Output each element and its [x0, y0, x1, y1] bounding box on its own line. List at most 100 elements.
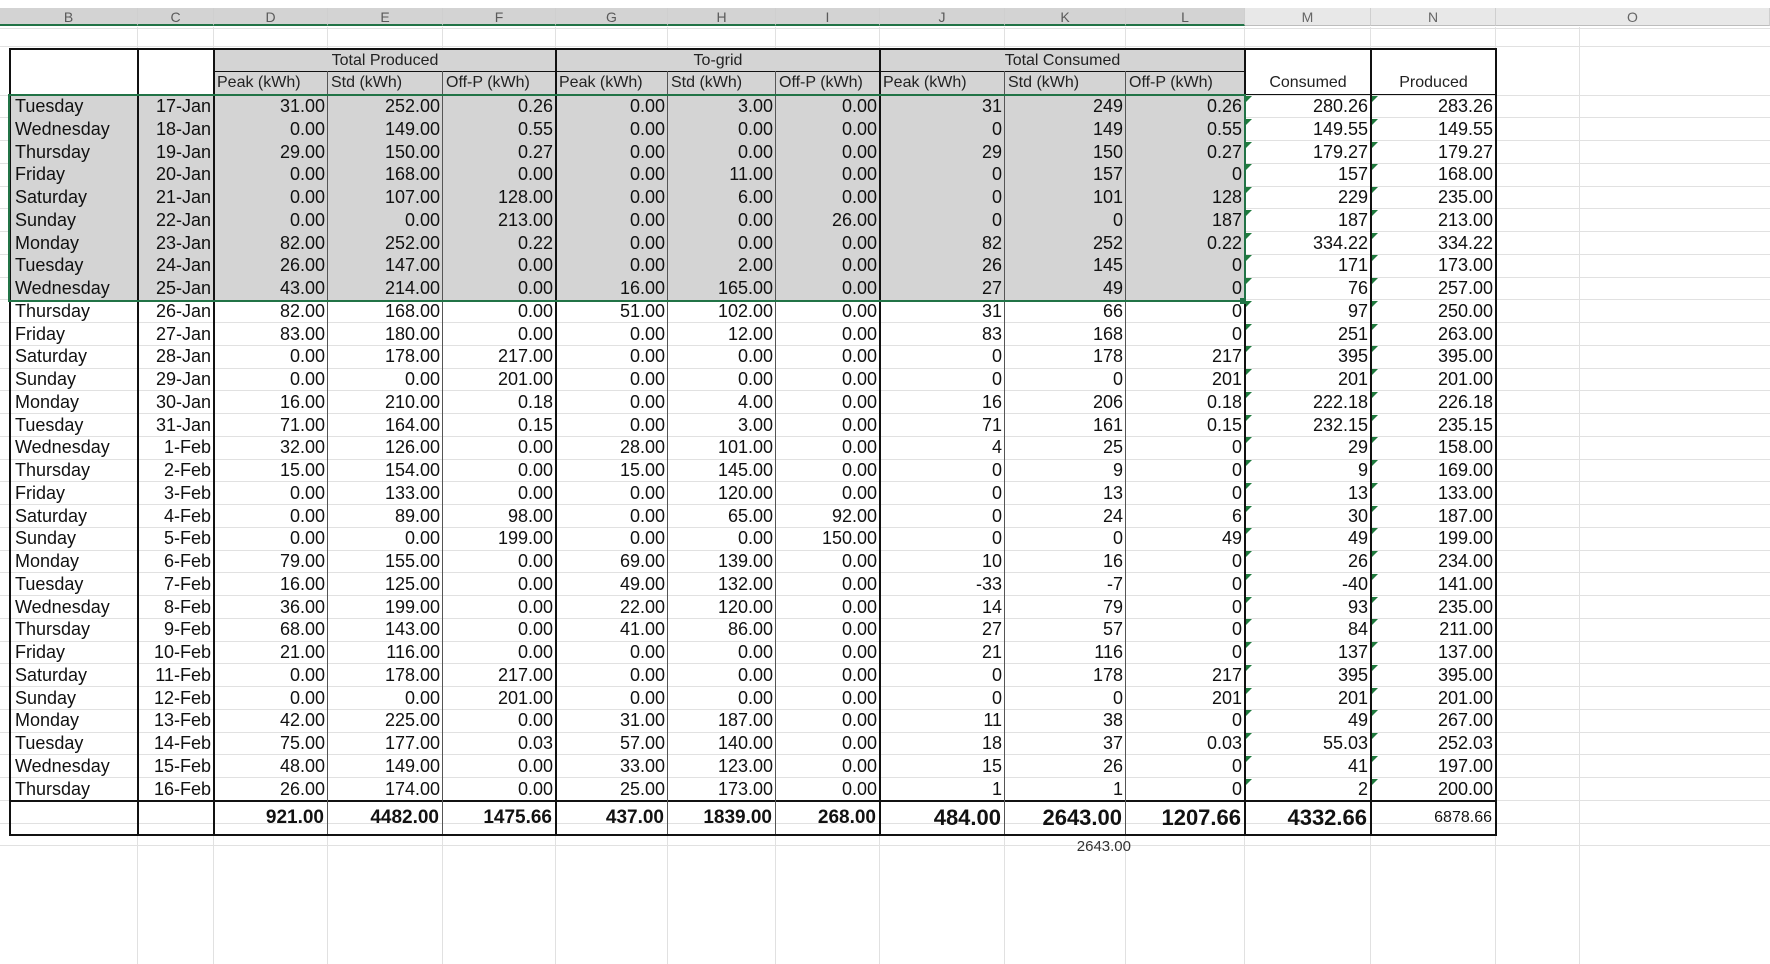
cell-n-21[interactable]: 234.00: [1437, 551, 1493, 571]
cell-b-12[interactable]: Saturday: [15, 346, 88, 367]
cell-j-13[interactable]: 0: [991, 369, 1002, 389]
cell-j-17[interactable]: 0: [991, 460, 1002, 480]
cell-g-31[interactable]: 25.00: [619, 778, 665, 799]
cell-e-22[interactable]: 125.00: [384, 573, 440, 594]
cell-i-5[interactable]: 0.00: [841, 187, 877, 207]
cell-g-29[interactable]: 57.00: [619, 733, 665, 753]
cell-m-7[interactable]: 334.22: [1312, 232, 1368, 253]
cell-h-31[interactable]: 173.00: [717, 778, 773, 799]
cell-j-10[interactable]: 31: [981, 300, 1002, 321]
cell-h-16[interactable]: 101.00: [717, 437, 773, 458]
cell-i-13[interactable]: 0.00: [841, 369, 877, 389]
cell-d-5[interactable]: 0.00: [289, 187, 325, 207]
cell-i-18[interactable]: 0.00: [841, 482, 877, 503]
cell-f-15[interactable]: 0.15: [517, 414, 553, 435]
cell-g-7[interactable]: 0.00: [629, 232, 665, 253]
cell-l-24[interactable]: 0: [1231, 619, 1242, 640]
cell-h-5[interactable]: 6.00: [737, 187, 773, 207]
cell-e-9[interactable]: 214.00: [384, 278, 440, 298]
column-header-e[interactable]: E: [328, 8, 443, 26]
cell-n-28[interactable]: 267.00: [1437, 710, 1493, 731]
cell-m-13[interactable]: 201: [1337, 369, 1368, 389]
cell-h-6[interactable]: 0.00: [737, 209, 773, 230]
cell-c-20[interactable]: 5-Feb: [163, 528, 211, 549]
cell-m-21[interactable]: 26: [1347, 551, 1368, 571]
cell-b-21[interactable]: Monday: [15, 551, 80, 571]
cell-h-7[interactable]: 0.00: [737, 232, 773, 253]
cell-j-4[interactable]: 0: [991, 164, 1002, 185]
cell-i-29[interactable]: 0.00: [841, 733, 877, 753]
cell-d-9[interactable]: 43.00: [279, 278, 325, 298]
cell-h-18[interactable]: 120.00: [717, 482, 773, 503]
cell-m-26[interactable]: 395: [1337, 664, 1368, 685]
cell-k-22[interactable]: -7: [1106, 573, 1123, 594]
cell-d-11[interactable]: 83.00: [279, 323, 325, 344]
cell-g-14[interactable]: 0.00: [629, 391, 665, 412]
cell-f-2[interactable]: 0.55: [517, 118, 553, 139]
cell-i-14[interactable]: 0.00: [841, 391, 877, 412]
cell-l-16[interactable]: 0: [1231, 437, 1242, 458]
cell-h-17[interactable]: 145.00: [717, 460, 773, 480]
cell-g-3[interactable]: 0.00: [629, 141, 665, 162]
cell-c-8[interactable]: 24-Jan: [155, 255, 211, 276]
cell-b-31[interactable]: Thursday: [15, 778, 91, 799]
cell-k-28[interactable]: 38: [1102, 710, 1123, 731]
cell-b-17[interactable]: Thursday: [15, 460, 91, 480]
below-total-note[interactable]: 2643.00: [1076, 838, 1131, 856]
cell-e-2[interactable]: 149.00: [384, 118, 440, 139]
cell-j-7[interactable]: 82: [981, 232, 1002, 253]
cell-e-11[interactable]: 180.00: [384, 323, 440, 344]
cell-d-27[interactable]: 0.00: [289, 687, 325, 708]
cell-g-24[interactable]: 41.00: [619, 619, 665, 640]
cell-i-7[interactable]: 0.00: [841, 232, 877, 253]
cell-l-3[interactable]: 0.27: [1206, 141, 1242, 162]
total-h[interactable]: 1839.00: [703, 807, 772, 829]
cell-f-6[interactable]: 213.00: [497, 209, 553, 230]
cell-c-7[interactable]: 23-Jan: [155, 232, 211, 253]
cell-h-25[interactable]: 0.00: [737, 642, 773, 662]
cell-b-7[interactable]: Monday: [15, 232, 80, 253]
cell-d-31[interactable]: 26.00: [279, 778, 325, 799]
cell-b-23[interactable]: Wednesday: [15, 596, 110, 617]
cell-i-3[interactable]: 0.00: [841, 141, 877, 162]
cell-m-2[interactable]: 149.55: [1312, 118, 1368, 139]
column-header-h[interactable]: H: [668, 8, 776, 26]
cell-l-11[interactable]: 0: [1231, 323, 1242, 344]
cell-l-30[interactable]: 0: [1231, 755, 1242, 776]
total-f[interactable]: 1475.66: [483, 807, 552, 829]
cell-i-22[interactable]: 0.00: [841, 573, 877, 594]
cell-i-4[interactable]: 0.00: [841, 164, 877, 185]
cell-i-15[interactable]: 0.00: [841, 414, 877, 435]
cell-e-8[interactable]: 147.00: [384, 255, 440, 276]
cell-l-23[interactable]: 0: [1231, 596, 1242, 617]
cell-c-9[interactable]: 25-Jan: [155, 278, 211, 298]
cell-i-24[interactable]: 0.00: [841, 619, 877, 640]
cell-k-31[interactable]: 1: [1112, 778, 1123, 799]
cell-d-26[interactable]: 0.00: [289, 664, 325, 685]
cell-j-1[interactable]: 31: [981, 96, 1002, 116]
cell-h-29[interactable]: 140.00: [717, 733, 773, 753]
cell-m-25[interactable]: 137: [1337, 642, 1368, 662]
cell-d-7[interactable]: 82.00: [279, 232, 325, 253]
cell-f-17[interactable]: 0.00: [517, 460, 553, 480]
cell-d-28[interactable]: 42.00: [279, 710, 325, 731]
cell-m-29[interactable]: 55.03: [1322, 733, 1368, 753]
cell-l-12[interactable]: 217: [1211, 346, 1242, 367]
cell-j-31[interactable]: 1: [991, 778, 1002, 799]
cell-c-3[interactable]: 19-Jan: [155, 141, 211, 162]
cell-k-21[interactable]: 16: [1102, 551, 1123, 571]
cell-l-13[interactable]: 201: [1211, 369, 1242, 389]
total-l[interactable]: 1207.66: [1161, 805, 1241, 831]
cell-d-14[interactable]: 16.00: [279, 391, 325, 412]
cell-i-27[interactable]: 0.00: [841, 687, 877, 708]
cell-n-10[interactable]: 250.00: [1437, 300, 1493, 321]
cell-m-28[interactable]: 49: [1347, 710, 1368, 731]
cell-f-10[interactable]: 0.00: [517, 300, 553, 321]
cell-e-6[interactable]: 0.00: [404, 209, 440, 230]
cell-b-13[interactable]: Sunday: [15, 369, 77, 389]
cell-f-1[interactable]: 0.26: [517, 96, 553, 116]
cell-e-27[interactable]: 0.00: [404, 687, 440, 708]
cell-b-15[interactable]: Tuesday: [15, 414, 84, 435]
cell-j-24[interactable]: 27: [981, 619, 1002, 640]
cell-n-8[interactable]: 173.00: [1437, 255, 1493, 276]
